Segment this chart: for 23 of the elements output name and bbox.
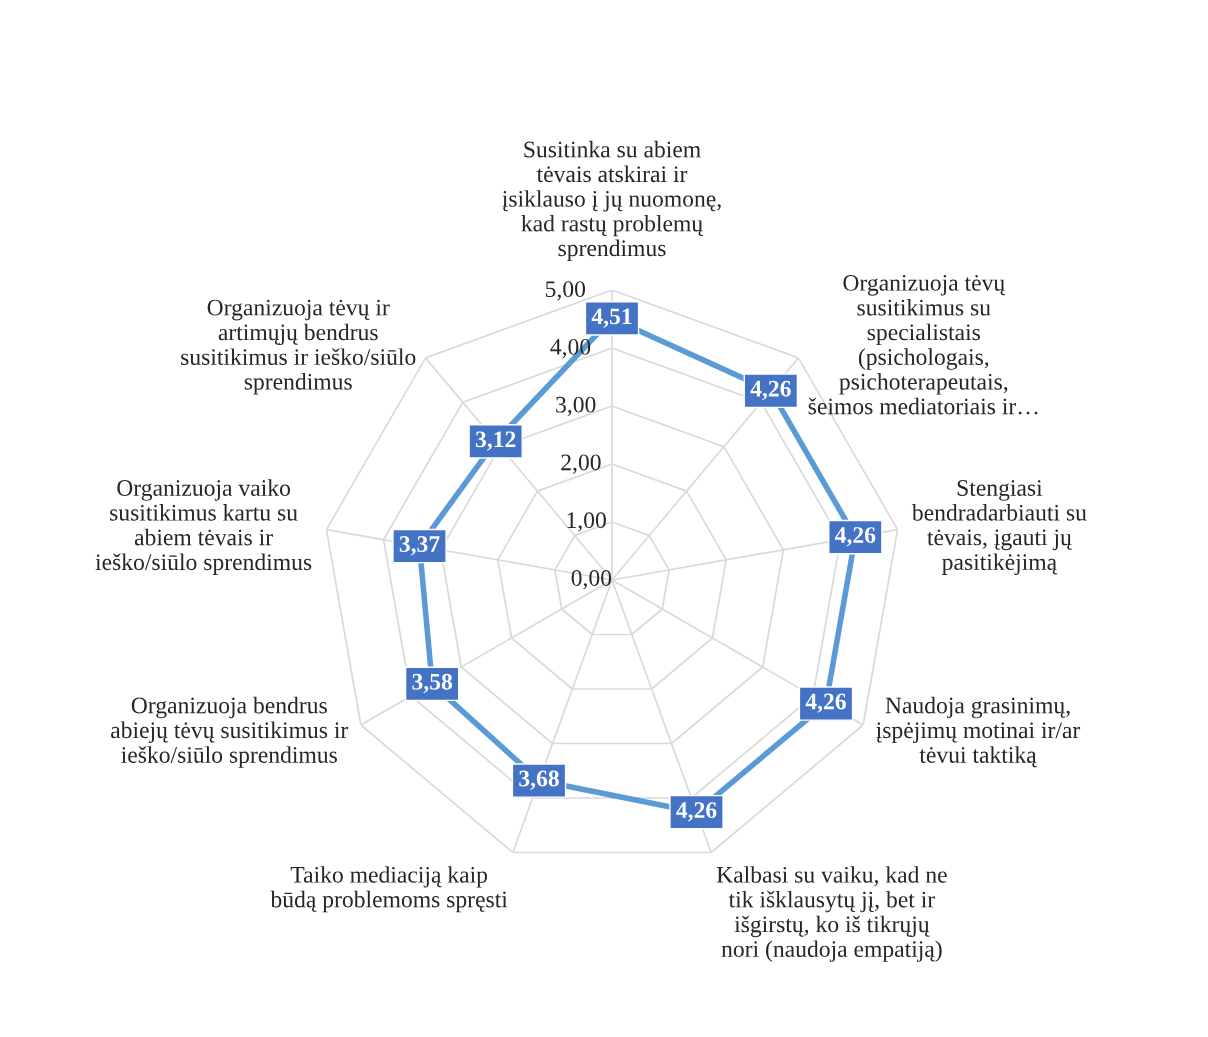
data-label: 3,58 [412, 673, 453, 694]
spoke-label: Stengiasi bendradarbiauti su tėvais, įgauti jų pasitikėjimą [911, 480, 1087, 575]
y-tick-label: 2,00 [561, 454, 601, 474]
data-label: 3,68 [519, 770, 559, 790]
y-tick-label: 1,00 [567, 512, 606, 532]
data-label: 3,12 [475, 431, 516, 451]
spoke-label: Naudoja grasinimų, įspėjimų motinai ir/ar tėvui taktiką [876, 696, 1081, 768]
spoke-label: Organizuoja tėvų ir artimųjų bendrus susitikimus ir ieško/siūlo sprendimus [181, 299, 416, 395]
y-tick-label: 5,00 [545, 281, 586, 301]
spoke-label: Susitinka su abiem tėvais atskirai ir įsiklauso į jų nuomonę, kad rastų problemų sprendimus [502, 140, 721, 261]
data-label: 3,37 [399, 536, 440, 556]
data-label: 4,26 [805, 693, 846, 713]
data-label: 4,26 [750, 380, 791, 401]
spoke-label: Organizuoja tėvų susitikimus su specialistais (psichologais, psichoterapeutais, šeimos mediatoriais ir… [808, 274, 1038, 415]
data-label: 4,26 [834, 527, 876, 547]
spoke-label: Organizuoja vaiko susitikimus kartu su abiem tėvais ir ieško/siūlo sprendimus [95, 479, 312, 575]
spoke-label: Taiko mediaciją kaip būdą problemoms spręsti [270, 866, 508, 913]
y-tick-label: 0,00 [571, 569, 612, 590]
data-label: 4,26 [676, 802, 717, 822]
data-label: 4,51 [591, 308, 632, 328]
spoke-label: Organizuoja bendrus abiejų tėvų susitikimus ir ieško/siūlo sprendimus [111, 696, 349, 768]
y-tick-label: 3,00 [556, 396, 596, 417]
spoke-label: Kalbasi su vaiku, kad ne tik išklausytų jį, bet ir išgirstų, ko iš tikrųjų nori (naudoja empatiją) [716, 866, 947, 962]
